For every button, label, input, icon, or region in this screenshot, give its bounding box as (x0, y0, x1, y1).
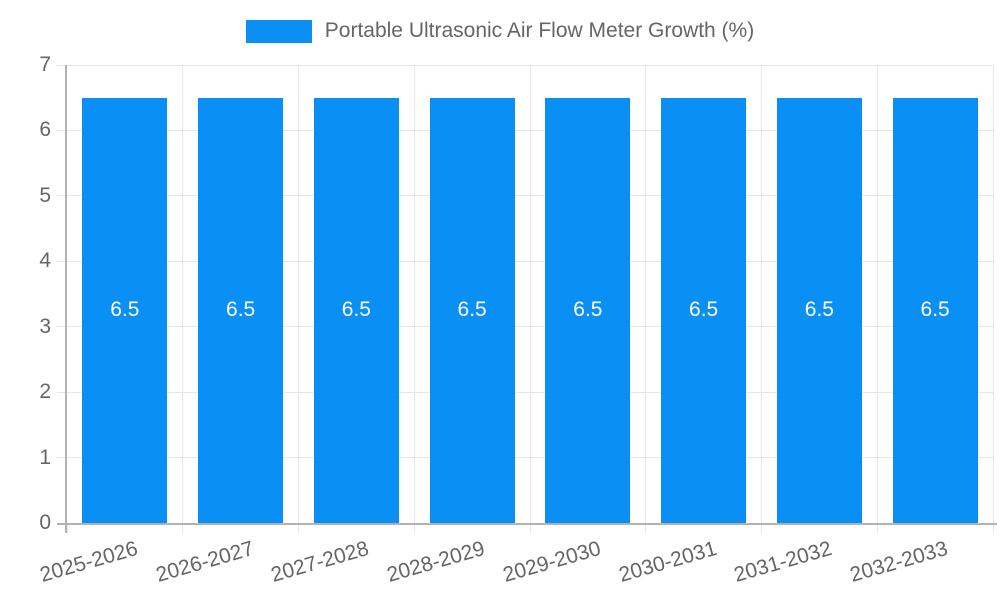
x-tick-mark (761, 523, 762, 533)
y-tick-mark (57, 457, 67, 459)
x-tick-label: 2027-2028 (268, 537, 372, 587)
x-tick-mark (182, 523, 184, 533)
x-tick-mark (413, 523, 415, 533)
x-tick-mark (645, 523, 647, 533)
bar (313, 97, 399, 523)
bar-value-label: 6.5 (457, 298, 487, 322)
x-tick-label: 2029-2030 (500, 537, 604, 587)
y-tick-label: 0 (39, 511, 51, 534)
gridline-x (529, 65, 531, 523)
x-tick-mark (876, 523, 878, 533)
y-tick-mark (57, 64, 67, 66)
gridline-x (645, 65, 647, 523)
y-tick-label: 4 (39, 249, 51, 273)
y-tick-label: 3 (39, 314, 51, 338)
bar (661, 97, 747, 523)
legend-swatch (245, 19, 312, 43)
y-axis-line (65, 65, 67, 533)
x-tick-mark (66, 523, 68, 533)
x-tick-label: 2025-2026 (37, 537, 141, 587)
y-tick-mark (57, 195, 67, 197)
x-tick-mark (992, 523, 994, 533)
bar-value-label: 6.5 (689, 298, 719, 322)
gridline-x (413, 65, 415, 523)
bar (198, 97, 284, 523)
y-tick-mark (57, 391, 67, 393)
y-tick-mark (57, 260, 67, 262)
x-tick-label: 2026-2027 (153, 537, 256, 587)
x-tick-label: 2031-2032 (731, 537, 835, 587)
x-tick-label: 2030-2031 (616, 537, 719, 587)
y-tick-mark (57, 326, 67, 328)
bar (429, 97, 515, 523)
bar-value-label: 6.5 (804, 298, 834, 322)
gridline-x (876, 65, 878, 523)
y-tick-mark (57, 129, 67, 131)
gridline-x (761, 65, 762, 523)
bar-value-label: 6.5 (573, 298, 603, 322)
x-tick-label: 2032-2033 (847, 537, 951, 587)
bar (545, 97, 631, 523)
y-tick-label: 2 (39, 380, 51, 404)
bar-value-label: 6.5 (920, 298, 950, 322)
x-tick-mark (529, 523, 531, 533)
gridline-x (992, 65, 994, 523)
y-tick-label: 5 (39, 183, 51, 207)
x-tick-label: 2028-2029 (384, 537, 488, 587)
bar-value-label: 6.5 (226, 298, 256, 322)
bar-value-label: 6.5 (110, 298, 140, 322)
bar (892, 97, 978, 523)
bar (82, 97, 168, 523)
bar-value-label: 6.5 (341, 298, 371, 322)
x-tick-mark (298, 523, 299, 533)
y-tick-label: 7 (39, 53, 51, 76)
chart-legend: Portable Ultrasonic Air Flow Meter Growt… (0, 19, 1000, 43)
y-tick-label: 6 (39, 118, 51, 142)
legend-label: Portable Ultrasonic Air Flow Meter Growt… (324, 19, 755, 42)
gridline-x (298, 65, 299, 523)
gridline-x (182, 65, 184, 523)
y-tick-label: 1 (39, 445, 51, 469)
bar (776, 97, 862, 523)
x-axis-line (57, 523, 997, 525)
